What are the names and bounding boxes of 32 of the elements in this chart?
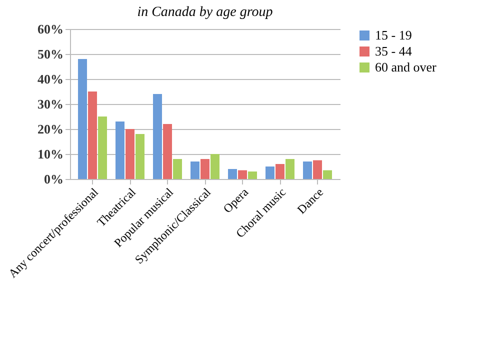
legend-label: 35 - 44: [375, 44, 412, 58]
y-tick-label: 10%: [38, 146, 64, 162]
bar: [116, 122, 124, 179]
bar: [163, 124, 172, 179]
bar: [173, 159, 182, 179]
bar: [190, 162, 200, 179]
y-tick-label: 30%: [38, 96, 64, 112]
bar: [78, 59, 87, 179]
legend-label: 60 and over: [375, 60, 438, 74]
bar: [200, 159, 210, 179]
bar: [210, 154, 220, 179]
bar: [126, 129, 134, 179]
y-tick-label: 40%: [38, 72, 64, 86]
bar: [136, 134, 144, 179]
chart-title: in Canada by age group: [137, 5, 273, 20]
bar: [153, 94, 162, 179]
bar: [238, 170, 247, 179]
y-tick-label: 20%: [38, 122, 64, 136]
bar: [98, 116, 107, 179]
bar: [303, 162, 312, 179]
bar: [248, 172, 257, 179]
y-tick-label: 60%: [38, 22, 64, 36]
bar: [88, 92, 97, 179]
bar: [313, 160, 322, 179]
bar: [286, 159, 294, 179]
y-tick-label: 50%: [38, 46, 64, 62]
bar: [228, 169, 237, 179]
y-tick-label: 0%: [44, 172, 64, 186]
bar: [276, 164, 284, 179]
legend-label: 15 - 19: [375, 28, 412, 42]
bar: [323, 170, 332, 179]
bar: [266, 166, 274, 179]
